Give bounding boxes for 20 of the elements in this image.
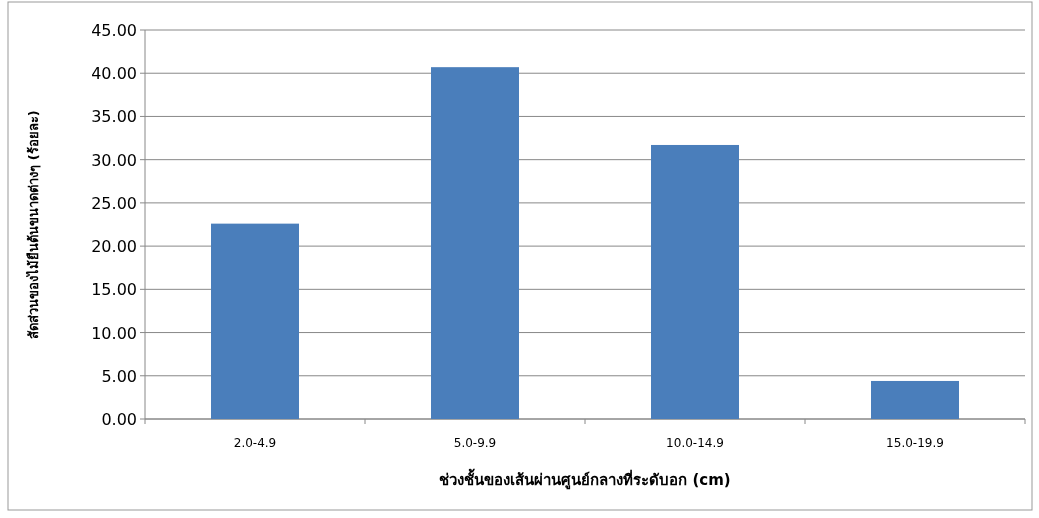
y-tick-label: 0.00 <box>101 410 137 429</box>
x-axis-title: ช่วงชั้นของเส้นผ่านศูนย์กลางที่ระดับอก (cm) <box>439 468 731 490</box>
y-tick-label: 30.00 <box>91 150 137 170</box>
x-tick-label: 2.0-4.9 <box>233 436 277 450</box>
y-tick-label: 40.00 <box>91 64 137 84</box>
y-tick-label: 10.00 <box>91 323 137 343</box>
y-tick-label: 35.00 <box>91 107 137 127</box>
y-tick-label: 45.00 <box>91 21 137 40</box>
y-tick-label: 15.00 <box>91 280 137 300</box>
y-axis-title: สัดส่วนของไม้ยืนต้นขนาดต่างๆ (ร้อยละ) <box>25 110 41 339</box>
x-tick-label: 15.0-19.9 <box>886 436 944 450</box>
y-tick-label: 25.00 <box>91 193 137 213</box>
bar <box>871 380 959 419</box>
y-tick-label: 5.00 <box>101 366 137 386</box>
x-tick-label: 5.0-9.9 <box>453 436 497 450</box>
bar <box>211 223 299 419</box>
bar <box>431 67 519 419</box>
x-tick-label: 10.0-14.9 <box>666 436 724 450</box>
y-tick-label: 20.00 <box>91 237 137 257</box>
bar <box>651 144 739 419</box>
